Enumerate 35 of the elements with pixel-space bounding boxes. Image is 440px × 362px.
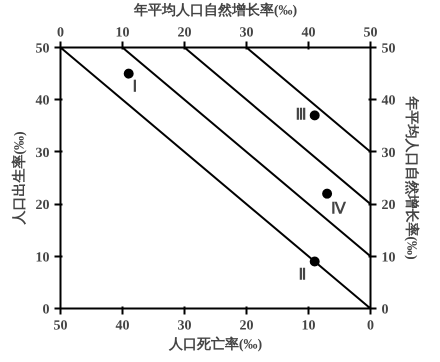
y-tick-label: 10: [36, 250, 50, 266]
y2-tick-label: 20: [382, 198, 396, 214]
point: [322, 188, 332, 199]
y-axis-title: 人口出生率(‰): [10, 131, 28, 226]
point: [124, 68, 134, 79]
y2-tick-label: 40: [382, 94, 396, 109]
y2-axis-title: 年平均人口自然增长率(‰): [404, 95, 420, 260]
annotation: Ⅲ: [296, 106, 307, 124]
x-tick-label: 50: [54, 318, 68, 334]
point: [310, 110, 320, 120]
y2-tick-label: 30: [382, 146, 396, 161]
y-tick-label: 30: [36, 146, 50, 161]
x2-tick-label: 30: [240, 26, 254, 40]
annotation: Ⅳ: [331, 200, 348, 218]
y-tick-label: 20: [36, 198, 50, 214]
x-tick-label: 0: [367, 318, 374, 334]
x-tick-label: 30: [178, 318, 192, 334]
x-tick-label: 10: [302, 318, 316, 334]
x2-tick-label: 10: [116, 26, 130, 40]
x2-tick-label: 40: [302, 26, 316, 40]
x2-tick-label: 50: [364, 26, 378, 40]
y2-tick-label: 50: [382, 42, 396, 56]
annotation: Ⅰ: [132, 78, 138, 96]
x-tick-label: 40: [116, 318, 130, 334]
x-tick-label: 20: [240, 318, 254, 334]
y-tick-label: 50: [36, 42, 50, 56]
y2-tick-label: 10: [382, 250, 396, 266]
y-tick-label: 40: [36, 94, 50, 109]
y-tick-label: 0: [42, 302, 50, 318]
x2-tick-label: 0: [57, 26, 64, 40]
x2-tick-label: 20: [178, 26, 192, 40]
annotation: Ⅱ: [298, 266, 307, 284]
x2-axis-title: 年平均人口自然增长率(‰): [132, 2, 298, 18]
x-axis-title: 人口死亡率(‰): [168, 336, 262, 352]
y2-tick-label: 0: [382, 302, 388, 318]
